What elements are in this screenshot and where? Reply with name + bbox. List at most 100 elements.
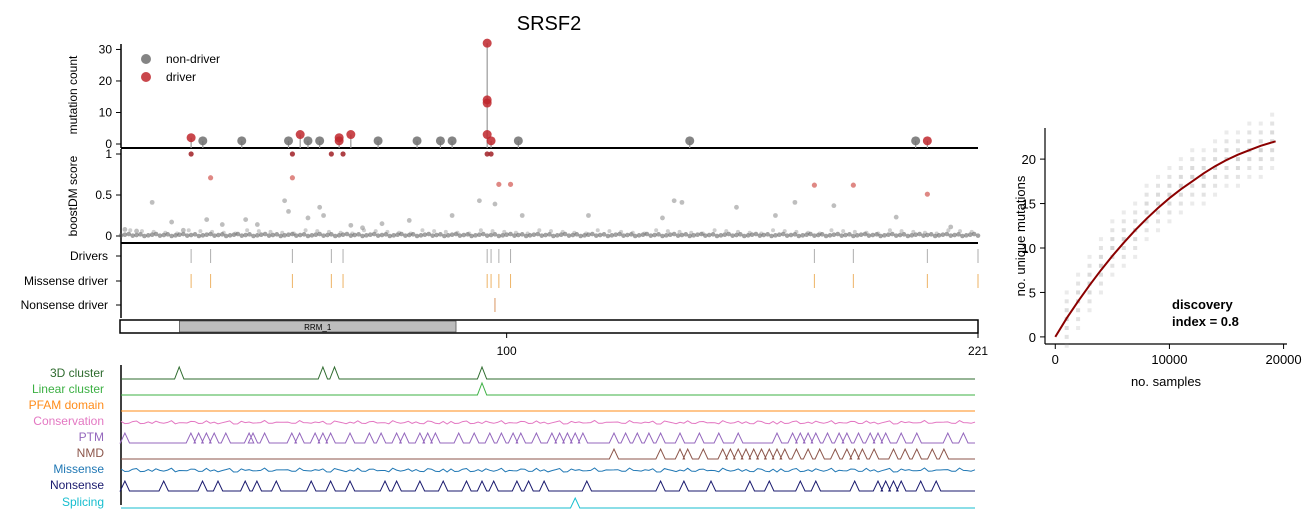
- boost-point: [519, 232, 525, 237]
- boost-point: [539, 233, 545, 238]
- boost-point: [180, 227, 186, 233]
- boost-point: [181, 231, 186, 237]
- boost-point: [490, 229, 495, 234]
- boost-point: [619, 229, 624, 234]
- discovery-sample-point: [1167, 174, 1172, 179]
- boost-point: [558, 232, 564, 237]
- boost-point: [679, 232, 685, 238]
- boost-point: [305, 233, 311, 239]
- boost-point: [640, 232, 646, 237]
- discovery-sample-point: [1121, 237, 1126, 242]
- boost-point: [352, 232, 358, 238]
- discovery-sample-point: [1064, 343, 1069, 348]
- boost-point: [549, 229, 553, 234]
- boost-driver-point: [924, 191, 930, 197]
- boost-point: [823, 233, 829, 239]
- boost-y-tick-label: 0.5: [95, 188, 112, 202]
- boost-point: [749, 232, 755, 237]
- discovery-sample-point: [1167, 192, 1172, 197]
- boost-driver-point: [488, 151, 494, 157]
- lollipop-dot: [435, 136, 445, 146]
- boost-point: [210, 229, 215, 234]
- boost-point: [258, 232, 264, 237]
- boost-point: [858, 232, 864, 237]
- boost-point: [461, 232, 467, 238]
- boost-point: [683, 232, 689, 237]
- lollipop-dot: [186, 133, 196, 143]
- boost-point: [523, 233, 529, 239]
- discovery-sample-point: [1144, 219, 1149, 224]
- boost-point: [582, 233, 587, 238]
- discovery-sample-point: [1201, 183, 1206, 188]
- feature-track-line: [121, 496, 975, 509]
- discovery-sample-point: [1178, 210, 1183, 215]
- boost-point: [679, 199, 685, 205]
- mutation-lollipop-panel: mutation count 0 10 20 30 non-driver driver: [66, 38, 978, 151]
- boost-point: [356, 232, 361, 237]
- boost-point: [134, 228, 139, 234]
- boost-point: [360, 233, 365, 239]
- discovery-x-tick-label: 20000: [1265, 352, 1301, 367]
- boost-point: [221, 230, 226, 235]
- discovery-sample-point: [1087, 272, 1092, 277]
- discovery-sample-point: [1076, 326, 1081, 330]
- boost-point: [278, 233, 284, 239]
- discovery-sample-point: [1201, 174, 1206, 179]
- boost-elevated-points: [122, 198, 954, 234]
- boost-point: [570, 232, 576, 238]
- boost-point: [469, 233, 474, 239]
- discovery-sample-point: [1201, 201, 1206, 206]
- boost-point: [488, 232, 494, 238]
- lollipop-dot: [334, 133, 344, 143]
- boost-point: [496, 233, 502, 239]
- boost-point: [769, 233, 774, 239]
- boost-point: [516, 232, 521, 238]
- discovery-sample-point: [1190, 183, 1195, 188]
- boost-point: [348, 233, 354, 238]
- boost-point: [430, 233, 435, 238]
- discovery-sample-point: [1178, 174, 1183, 179]
- boost-driver-point: [289, 151, 295, 157]
- discovery-sample-point: [1258, 174, 1263, 179]
- discovery-sample-point: [1167, 201, 1172, 206]
- boost-point: [864, 230, 869, 235]
- discovery-sample-point: [1213, 192, 1218, 197]
- boost-point: [422, 232, 428, 237]
- boost-point: [971, 231, 977, 237]
- boost-point: [465, 232, 470, 237]
- discovery-sample-point: [1121, 254, 1126, 259]
- boost-point: [235, 231, 241, 237]
- discovery-sample-point: [1121, 263, 1126, 268]
- boost-point: [654, 228, 659, 233]
- boost-point: [336, 233, 342, 238]
- boost-point: [375, 233, 381, 238]
- boost-point: [449, 232, 455, 237]
- boost-point: [410, 232, 416, 237]
- discovery-sample-point: [1258, 121, 1263, 126]
- discovery-sample-point: [1270, 157, 1275, 162]
- boost-point: [282, 233, 287, 238]
- legend: non-driver driver: [141, 52, 220, 84]
- lollipop-dot: [482, 38, 492, 48]
- boost-point: [254, 222, 260, 227]
- boost-point: [593, 233, 599, 238]
- discovery-sample-point: [1076, 290, 1081, 295]
- discovery-y-tick-label: 5: [1029, 285, 1036, 300]
- discovery-sample-point: [1098, 246, 1103, 250]
- discovery-sample-point: [1087, 281, 1092, 286]
- protein-x-ticks: 100 221: [497, 333, 988, 358]
- boost-point: [632, 233, 638, 239]
- boost-point: [243, 232, 248, 238]
- driver-ticks: [190, 249, 979, 312]
- discovery-sample-point: [1167, 210, 1172, 215]
- boost-point: [554, 233, 560, 238]
- discovery-sample-point: [1110, 263, 1115, 268]
- boost-point: [788, 232, 794, 238]
- boost-point: [315, 229, 320, 234]
- boost-point: [761, 232, 767, 238]
- discovery-sample-point: [1156, 192, 1161, 197]
- feature-track-label: NMD: [77, 446, 105, 460]
- feature-track-line: [119, 431, 975, 444]
- chart-title: SRSF2: [517, 13, 581, 35]
- boost-point: [512, 233, 517, 238]
